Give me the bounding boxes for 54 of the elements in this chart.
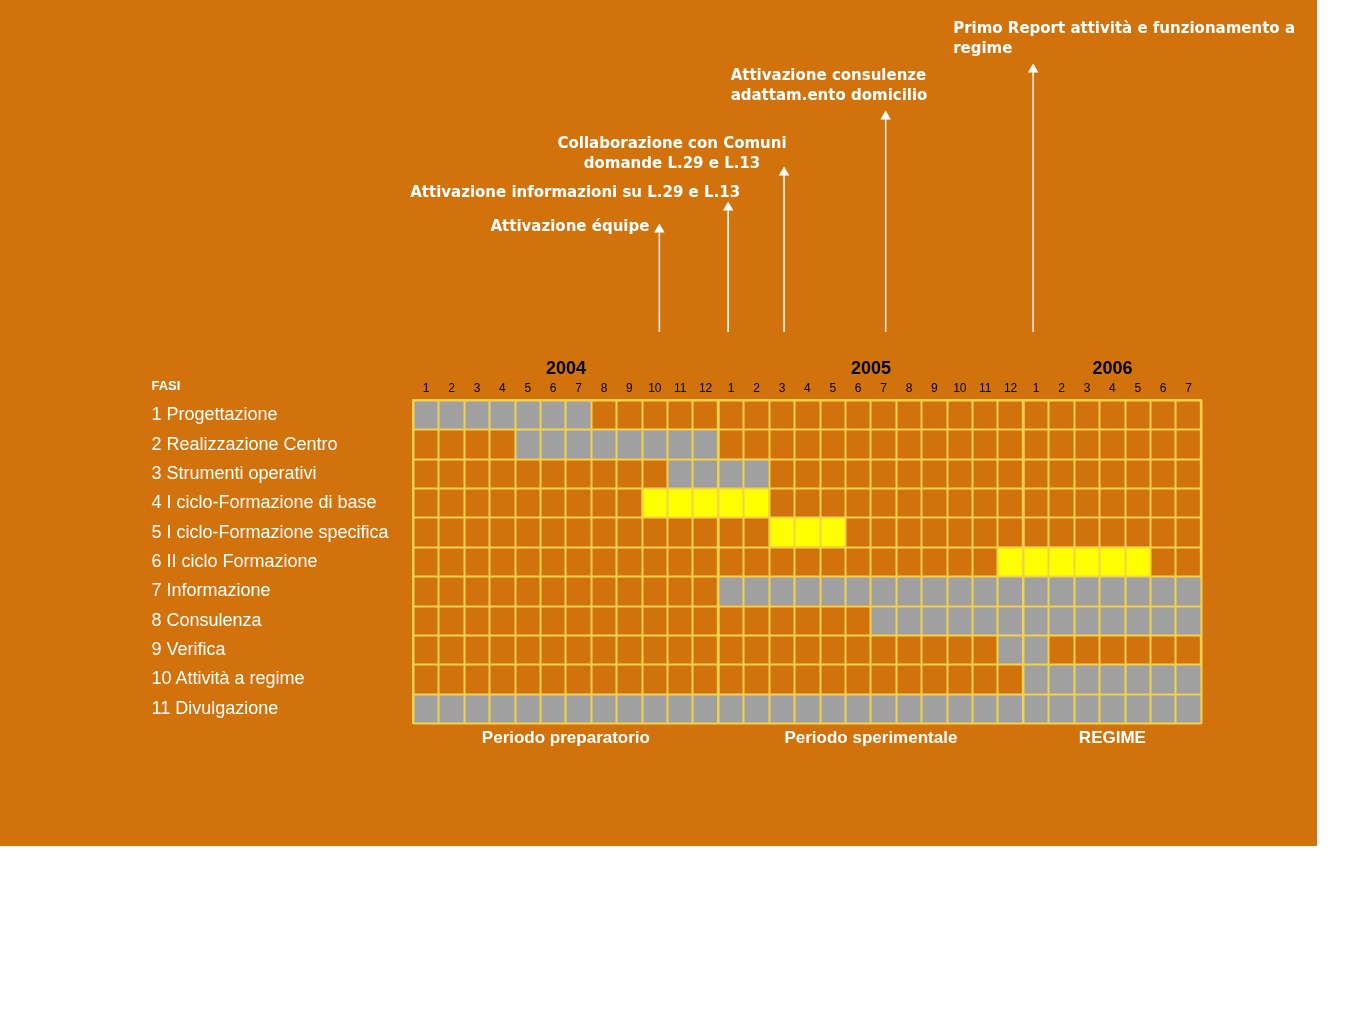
ref-line-label: Primo Report attività e funzionamento a regime — [953, 19, 1295, 57]
ref-line-label: Attivazione équipe — [490, 217, 650, 235]
x-tick-label: 8 — [600, 380, 608, 395]
x-tick-label: 5 — [1134, 380, 1142, 395]
y-tick-label: 1 Progettazione — [151, 404, 278, 425]
x-tick-label: 12 — [1003, 380, 1018, 395]
y-tick-label: 9 Verifica — [151, 639, 227, 660]
x-tick-label: 1 — [422, 380, 430, 395]
x-tick-label: 3 — [473, 380, 481, 395]
x-tick-label: 7 — [880, 380, 888, 395]
y-tick-label: 4 I ciclo-Formazione di base — [151, 492, 377, 513]
x-tick-label: 9 — [931, 380, 939, 395]
chart-title: 2006 — [1092, 357, 1133, 378]
x-axis-title: REGIME — [1078, 727, 1146, 747]
x-tick-label: 1 — [1032, 380, 1040, 395]
x-tick-label: 6 — [1159, 380, 1167, 395]
x-tick-label: 2 — [448, 380, 456, 395]
y-axis-title: FASI — [151, 377, 181, 393]
ref-line-label: Attivazione consulenze adattam.ento domicilio — [730, 66, 928, 104]
ref-line-label: Attivazione informazioni su L.29 e L.13 — [410, 183, 741, 201]
x-tick-label: 11 — [673, 380, 687, 395]
y-tick-label: 2 Realizzazione Centro — [151, 433, 338, 454]
y-tick-label: 10 Attività a regime — [151, 668, 305, 689]
x-tick-label: 1 — [727, 380, 735, 395]
x-tick-label: 10 — [648, 380, 662, 395]
x-tick-label: 12 — [698, 380, 713, 395]
y-tick-label: 8 Consulenza — [151, 609, 263, 630]
x-tick-label: 2 — [1058, 380, 1066, 395]
chart-title: 2004 — [545, 357, 586, 378]
x-tick-label: 6 — [549, 380, 557, 395]
y-tick-label: 7 Informazione — [151, 580, 271, 601]
x-tick-label: 3 — [778, 380, 786, 395]
x-tick-label: 6 — [854, 380, 862, 395]
y-tick-label: 6 II ciclo Formazione — [151, 551, 318, 571]
x-tick-label: 7 — [575, 380, 583, 395]
x-tick-label: 2 — [753, 380, 761, 395]
x-axis-title: Periodo preparatorio — [481, 727, 650, 747]
x-tick-label: 9 — [626, 380, 634, 395]
x-axis-title: Periodo sperimentale — [784, 727, 958, 747]
ref-line-label: Collaborazione con Comuni domande L.29 e L.13 — [557, 134, 787, 172]
x-tick-label: 4 — [499, 380, 507, 395]
x-tick-label: 7 — [1185, 380, 1193, 395]
x-tick-label: 11 — [978, 380, 992, 395]
x-tick-label: 8 — [905, 380, 913, 395]
x-tick-label: 3 — [1083, 380, 1091, 395]
x-tick-label: 5 — [829, 380, 837, 395]
y-tick-label: 3 Strumenti operativi — [151, 462, 317, 483]
chart-title: 2005 — [850, 357, 891, 378]
x-tick-label: 4 — [1109, 380, 1117, 395]
x-tick-label: 10 — [953, 380, 967, 395]
x-tick-label: 5 — [524, 380, 532, 395]
y-tick-label: 5 I ciclo-Formazione specifica — [151, 521, 390, 542]
y-tick-label: 11 Divulgazione — [151, 697, 279, 718]
x-tick-label: 4 — [804, 380, 812, 395]
